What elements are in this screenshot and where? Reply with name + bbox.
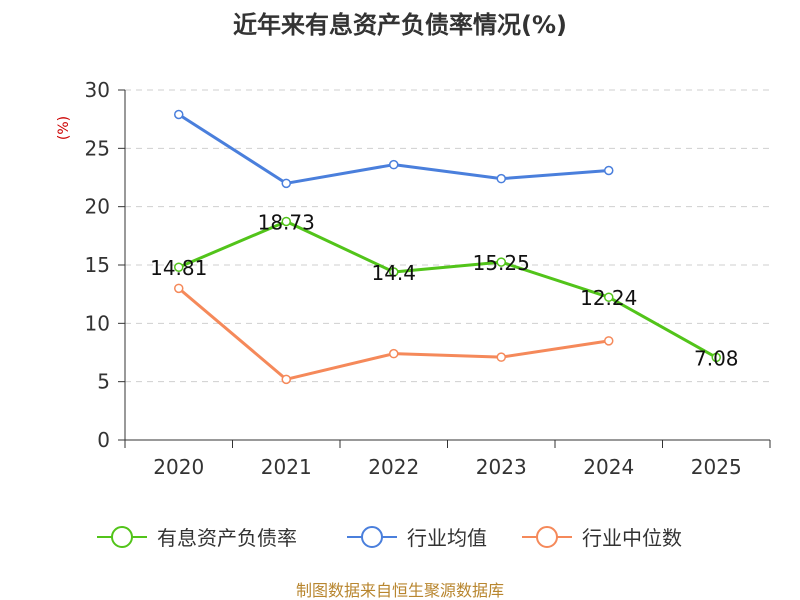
y-tick-label: 25	[85, 136, 110, 160]
data-point	[604, 336, 614, 346]
data-point	[389, 267, 399, 277]
x-tick-label: 2020	[153, 455, 204, 479]
data-point	[174, 109, 184, 120]
legend-marker	[536, 526, 558, 548]
data-label: 7.08	[694, 346, 739, 370]
y-tick-label: 15	[85, 253, 110, 277]
y-tick-label: 0	[97, 428, 110, 452]
data-point	[496, 257, 506, 267]
data-label: 18.73	[258, 210, 315, 234]
y-tick-label: 20	[85, 195, 110, 219]
series-line	[177, 113, 609, 185]
data-point	[389, 348, 399, 359]
data-point	[604, 165, 614, 176]
data-label: 14.4	[371, 261, 416, 285]
y-tick-label: 5	[97, 370, 110, 394]
x-tick-label: 2025	[691, 455, 742, 479]
x-tick-label: 2024	[583, 455, 634, 479]
data-point	[281, 374, 291, 385]
x-tick-label: 2022	[368, 455, 419, 479]
data-point	[711, 352, 721, 363]
data-point	[174, 262, 184, 272]
legend-marker	[361, 526, 383, 548]
data-point	[496, 173, 506, 184]
legend-label: 有息资产负债率	[157, 526, 297, 550]
data-label: 12.24	[580, 286, 637, 310]
series-line	[178, 219, 717, 359]
data-label: 14.81	[150, 256, 207, 280]
source-note: 制图数据来自恒生聚源数据库	[296, 581, 504, 600]
data-point	[281, 216, 291, 227]
y-axis-label: (%)	[56, 116, 72, 140]
data-point	[389, 159, 399, 170]
data-point	[174, 283, 184, 294]
legend: 有息资产负债率 行业均值 行业中位数	[97, 526, 682, 550]
legend-label: 行业均值	[407, 526, 487, 550]
y-tick-label: 10	[85, 311, 110, 335]
gridlines	[125, 89, 770, 383]
x-tick-label: 2021	[261, 455, 312, 479]
x-tick-label: 2023	[476, 455, 527, 479]
data-point	[604, 292, 614, 302]
legend-marker	[111, 526, 133, 548]
chart-title: 近年来有息资产负债率情况(%)	[233, 11, 567, 39]
y-tick-label: 30	[85, 78, 110, 102]
series-line	[177, 287, 609, 381]
legend-label: 行业中位数	[582, 526, 682, 550]
data-point	[496, 352, 506, 362]
data-label: 15.25	[473, 251, 530, 275]
series-layer: 14.81 18.73 14.4 15.25 12.24 7.08	[150, 109, 739, 385]
data-point	[281, 178, 291, 189]
